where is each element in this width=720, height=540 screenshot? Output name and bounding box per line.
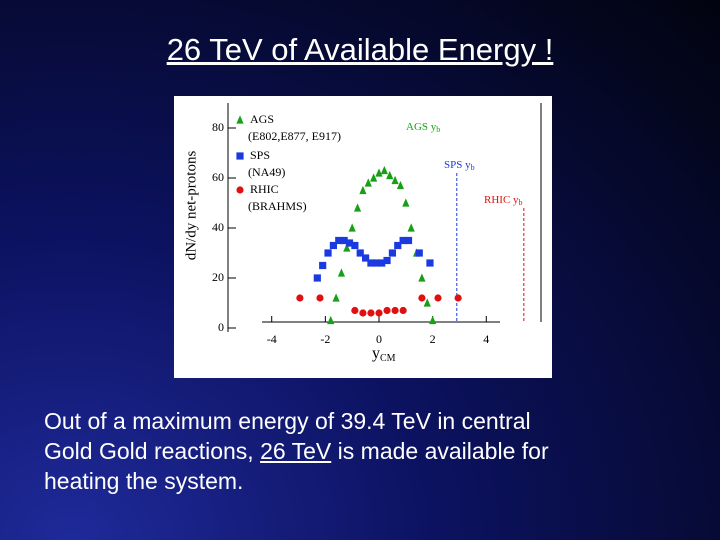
point (351, 306, 359, 315)
point (375, 309, 383, 317)
x-axis-label-sub: CM (380, 353, 396, 364)
point (388, 249, 397, 257)
point (378, 259, 386, 267)
x-tick-label: 0 (376, 332, 382, 346)
y-tick-label: 60 (212, 170, 224, 184)
annotation-text: AGS y (406, 121, 437, 133)
point (359, 185, 367, 195)
point (423, 298, 431, 307)
point (454, 294, 462, 302)
x-tick-label: -4 (267, 332, 277, 346)
point (329, 241, 338, 250)
x-tick-label: -2 (320, 332, 330, 346)
point (434, 294, 442, 302)
point (426, 259, 434, 267)
point (399, 306, 407, 315)
point (337, 268, 346, 277)
x-axis-label: yCM (372, 345, 396, 365)
chart-background (174, 96, 552, 378)
point (380, 165, 388, 175)
point (402, 198, 410, 207)
point (399, 236, 407, 245)
point (319, 261, 327, 270)
point (391, 306, 399, 315)
point (386, 170, 394, 180)
point (324, 249, 332, 257)
annotation: SPS yb (444, 159, 475, 172)
legend-experiment: (NA49) (248, 165, 285, 179)
point (367, 309, 375, 317)
point (383, 256, 391, 265)
point (361, 254, 370, 262)
point (418, 273, 426, 282)
point (348, 223, 356, 232)
annotation-text: SPS y (444, 159, 471, 171)
body-link[interactable]: 26 TeV (260, 438, 332, 464)
legend-experiment: (E802,E877, E917) (248, 129, 341, 143)
point (359, 309, 367, 317)
body-text: is made available for (337, 438, 549, 464)
point (327, 315, 335, 325)
point (415, 249, 423, 257)
y-tick-label: 0 (218, 320, 224, 334)
point (296, 294, 304, 302)
point (316, 294, 324, 302)
y-tick-label: 20 (212, 270, 224, 284)
point (370, 173, 378, 182)
point (335, 236, 343, 245)
body-line: heating the system. (44, 466, 549, 496)
point (391, 175, 399, 185)
point (345, 239, 354, 247)
annotation-sub: b (436, 125, 440, 134)
annotation-sub: b (519, 198, 523, 207)
x-tick-label: 2 (430, 332, 436, 346)
point (396, 180, 405, 190)
point (367, 259, 375, 267)
body-text: heating the system. (44, 468, 244, 494)
point (313, 274, 321, 282)
body-text: Gold Gold reactions, (44, 438, 254, 464)
point (343, 243, 351, 252)
legend-experiment: (BRAHMS) (248, 199, 307, 213)
point (340, 236, 348, 245)
point (353, 203, 362, 212)
legend-label: SPS (250, 148, 270, 162)
slide-title: 26 TeV of Available Energy ! (166, 32, 554, 67)
slide-body: Out of a maximum energy of 39.4 TeV in c… (44, 406, 549, 496)
annotation-sub: b (471, 163, 475, 172)
point (372, 259, 380, 267)
legend-marker (236, 115, 244, 124)
legend-marker (236, 152, 244, 160)
point (407, 223, 415, 232)
point (383, 306, 391, 315)
point (364, 178, 372, 187)
point (351, 241, 359, 250)
body-line: Out of a maximum energy of 39.4 TeV in c… (44, 406, 549, 436)
y-axis-label: dN/dy net-protons (183, 151, 199, 261)
annotation-text: RHIC y (484, 194, 519, 206)
point (404, 236, 413, 245)
point (356, 249, 364, 257)
body-text: Out of a maximum energy of 39.4 TeV in c… (44, 408, 531, 434)
point (332, 293, 340, 302)
annotation: RHIC yb (484, 194, 523, 207)
legend-label: AGS (250, 112, 274, 126)
y-tick-label: 40 (212, 220, 224, 234)
x-axis-label-main: y (372, 345, 380, 362)
point (429, 315, 437, 325)
point (375, 168, 383, 177)
legend-label: RHIC (250, 182, 279, 196)
point (418, 294, 426, 302)
body-line: Gold Gold reactions, 26 TeV is made avai… (44, 436, 549, 466)
x-tick-label: 4 (483, 332, 489, 346)
y-tick-label: 80 (212, 120, 224, 134)
annotation: AGS yb (406, 121, 440, 134)
point (394, 241, 402, 250)
legend-marker (236, 186, 244, 194)
